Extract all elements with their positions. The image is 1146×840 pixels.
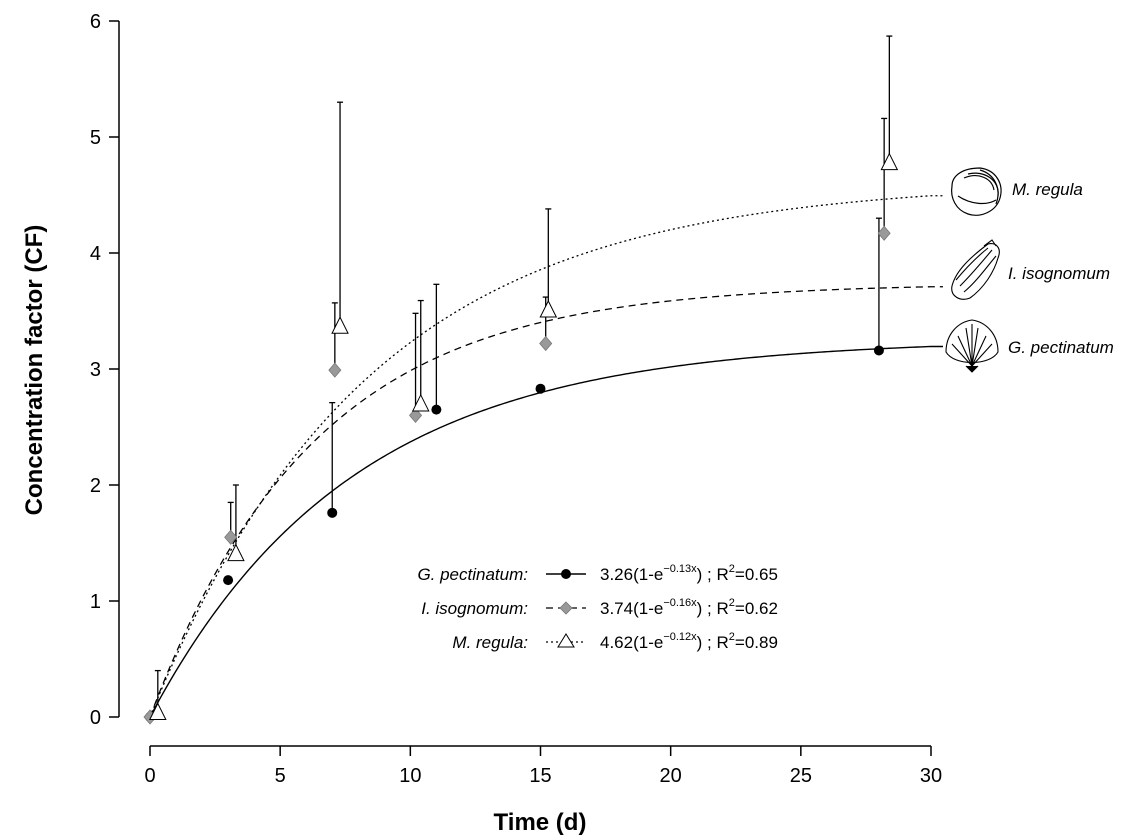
legend-row-i-isognomum: I. isognomum: 3.74(1-e−0.16x) ; R2=0.62 [421,597,778,618]
y-tick-label-6: 6 [90,11,101,33]
x-tick-label-10: 10 [399,765,421,787]
point-2-5 [880,152,899,171]
legend-equation-m-regula: 4.62(1-e−0.12x) ; R2=0.89 [600,631,778,652]
x-ticks: 0 5 10 15 20 25 30 [144,746,942,787]
point-0-4 [535,383,546,394]
y-tick-label-2: 2 [90,475,101,497]
data-markers [143,152,899,725]
point-0-2 [327,507,338,518]
point-1-5 [877,225,891,241]
legend-equation-g-pectinatum: 3.26(1-e−0.13x) ; R2=0.65 [600,563,778,584]
pearl-oyster-shell-icon [951,239,1000,300]
axes: 0 5 10 15 20 25 30 0 1 2 3 4 5 6 Time (d) Concentrat… [21,11,942,836]
x-tick-label-0: 0 [144,765,155,787]
point-0-3 [431,404,442,415]
legend-name-m-regula: M. regula: [452,633,528,652]
point-1-3 [409,407,423,424]
y-axis-title: Concentration factor (CF) [21,225,48,516]
y-tick-label-3: 3 [90,359,101,381]
legend-row-g-pectinatum: G. pectinatum: 3.26(1-e−0.13x) ; R2=0.65 [417,563,778,584]
legend-marker-m-regula [557,633,575,648]
fit-curve-2 [149,195,943,718]
end-label-m-regula: M. regula [1012,180,1083,199]
y-ticks: 0 1 2 3 4 5 6 [90,11,119,729]
x-axis-title: Time (d) [494,809,587,836]
y-tick-label-0: 0 [90,707,101,729]
y-tick-label-5: 5 [90,127,101,149]
point-2-2 [331,316,349,334]
point-2-4 [539,299,558,318]
point-0-1 [223,575,234,586]
x-tick-label-25: 25 [790,765,812,787]
legend: G. pectinatum: 3.26(1-e−0.13x) ; R2=0.65… [417,563,778,652]
x-tick-label-20: 20 [660,765,682,787]
legend-marker-g-pectinatum [561,569,571,579]
point-1-4 [539,335,553,352]
point-1-1 [224,529,238,545]
point-2-1 [227,543,245,562]
point-2-3 [411,393,430,412]
scallop-shell-icon [945,319,999,373]
legend-equation-i-isognomum: 3.74(1-e−0.16x) ; R2=0.62 [600,597,778,618]
end-label-i-isognomum: I. isognomum [1008,264,1110,283]
legend-name-g-pectinatum: G. pectinatum: [417,565,528,584]
legend-marker-i-isognomum [559,601,573,615]
x-tick-label-30: 30 [920,765,942,787]
fit-curves [149,195,943,718]
legend-row-m-regula: M. regula: 4.62(1-e−0.12x) ; R2=0.89 [452,631,778,652]
y-tick-label-1: 1 [90,591,101,613]
end-label-g-pectinatum: G. pectinatum [1008,338,1114,357]
point-0-5 [873,345,884,356]
legend-name-i-isognomum: I. isognomum: [421,599,528,618]
x-tick-label-15: 15 [529,765,551,787]
y-tick-label-4: 4 [90,243,101,265]
error-bars [154,35,893,714]
fit-curve-0 [149,345,943,718]
point-1-2 [328,362,342,378]
point-2-0 [149,702,167,721]
oyster-shell-icon [951,167,1002,216]
x-tick-label-5: 5 [275,765,286,787]
